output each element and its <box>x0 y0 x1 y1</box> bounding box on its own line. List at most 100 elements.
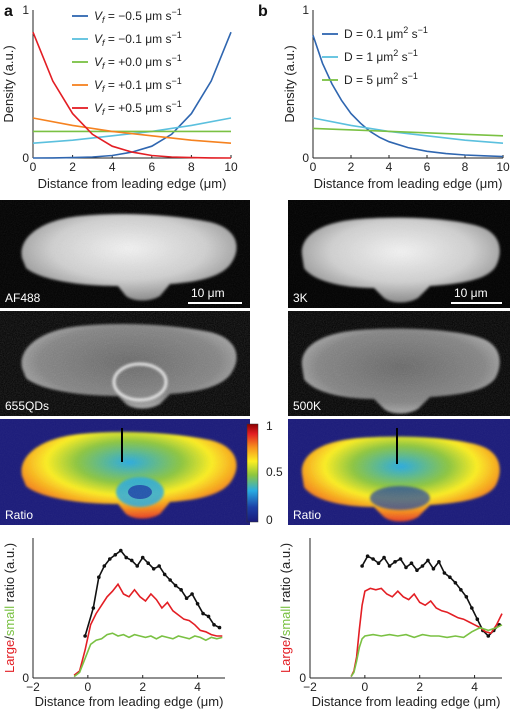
data-point <box>459 588 463 592</box>
y-tick-label: 0 <box>302 151 309 165</box>
x-tick-label: 8 <box>188 160 195 174</box>
image-d-ratio: Ratio <box>288 419 510 525</box>
image-d-500k: 500K <box>288 311 510 416</box>
data-point <box>190 592 194 596</box>
series-line-black <box>361 555 500 638</box>
data-point <box>393 560 397 564</box>
legend-entry: D = 5 μm2 s−1 <box>322 71 418 87</box>
data-point <box>448 575 452 579</box>
data-point <box>83 634 87 638</box>
data-point <box>475 617 480 621</box>
legend-label: D = 0.1 μm2 s−1 <box>344 25 428 41</box>
image-label-655qds: 655QDs <box>5 399 49 413</box>
series-line-red <box>350 587 503 677</box>
data-point <box>382 555 386 560</box>
series-line-d-5-m-s- <box>312 127 504 137</box>
data-point <box>453 581 458 585</box>
colorbar-tick-1: 1 <box>266 419 273 433</box>
x-axis-label: Distance from leading edge (μm) <box>35 694 224 709</box>
x-tick-label: −2 <box>303 680 317 694</box>
image-c-af488: 10 μm AF488 <box>0 200 250 308</box>
x-axis-label: Distance from leading edge (μm) <box>314 176 503 191</box>
y-axis-label: Density (a.u.) <box>1 45 16 122</box>
y-axis-label: Large/small ratio (a.u.) <box>2 543 17 673</box>
legend-entry: Vf = +0.5 μm s−1 <box>72 99 182 117</box>
data-point <box>387 564 392 568</box>
x-axis-label: Distance from leading edge (μm) <box>38 176 227 191</box>
data-point <box>470 606 474 610</box>
y-axis-label: Large/small ratio (a.u.) <box>278 543 293 673</box>
x-tick-label: 4 <box>109 160 116 174</box>
x-tick-label: 4 <box>386 160 393 174</box>
x-tick-label: −2 <box>26 680 40 694</box>
legend-entry: D = 1 μm2 s−1 <box>322 48 418 64</box>
data-point <box>157 564 161 568</box>
scale-bar-label-d: 10 μm <box>454 286 488 300</box>
legend-label: D = 5 μm2 s−1 <box>344 71 418 87</box>
series-line-red <box>73 582 223 676</box>
data-point <box>212 623 216 627</box>
series-line-v-f-0-5-m-s- <box>32 31 232 159</box>
colorbar: 1 0.5 0 <box>246 419 283 527</box>
y-tick-label: 0 <box>22 151 29 165</box>
data-point <box>415 568 419 572</box>
legend-label: D = 1 μm2 s−1 <box>344 48 418 64</box>
data-point <box>108 557 112 561</box>
data-point <box>486 634 491 638</box>
x-tick-label: 4 <box>194 680 201 694</box>
image-label-af488: AF488 <box>5 291 41 305</box>
data-point <box>195 602 200 606</box>
legend-entry: Vf = −0.5 μm s−1 <box>72 7 182 25</box>
x-tick-label: 4 <box>471 680 478 694</box>
data-point <box>124 555 129 560</box>
data-point <box>135 564 140 568</box>
data-point <box>201 611 205 616</box>
data-point <box>365 554 370 558</box>
data-point <box>398 557 403 561</box>
x-axis-label: Distance from leading edge (μm) <box>312 694 501 709</box>
x-tick-label: 2 <box>416 680 423 694</box>
data-point <box>102 564 107 568</box>
x-tick-label: 0 <box>362 680 369 694</box>
image-label-3k: 3K <box>293 291 308 305</box>
data-point <box>146 561 150 565</box>
data-point <box>140 555 145 560</box>
data-point <box>431 567 436 571</box>
y-tick-label: 1 <box>302 3 309 17</box>
legend-entry: Vf = +0.1 μm s−1 <box>72 76 182 94</box>
x-tick-label: 10 <box>224 160 238 174</box>
y-tick-label: 1 <box>22 3 29 17</box>
x-tick-label: 0 <box>30 160 37 174</box>
data-point <box>113 553 118 557</box>
chart-a: 0 2 4 6 8 10 0 1 Distance from leading edge (μm)… <box>1 3 238 191</box>
data-point <box>173 583 178 588</box>
x-tick-label: 0 <box>85 680 92 694</box>
panel-letter-b: b <box>258 3 268 20</box>
image-c-655qds: 655QDs <box>0 311 250 416</box>
legend-label: Vf = −0.5 μm s−1 <box>94 7 182 25</box>
data-point <box>376 561 381 565</box>
data-point <box>206 614 211 619</box>
x-tick-label: 10 <box>496 160 510 174</box>
series-line-v-f-0-1-m-s- <box>32 117 232 144</box>
series-line-d-1-m-s- <box>312 117 504 144</box>
data-point <box>437 560 441 564</box>
series-line-green <box>350 624 503 678</box>
image-d-3k: 10 μm 3K <box>288 200 510 308</box>
x-tick-label: 0 <box>310 160 317 174</box>
image-label-ratio-d: Ratio <box>293 508 321 522</box>
data-point <box>118 548 123 553</box>
chart-b: 0 2 4 6 8 10 0 1 Distance from leading edge (μm)… <box>282 3 510 191</box>
y-tick-label: 0 <box>299 671 306 685</box>
scale-bar-label-c: 10 μm <box>191 286 225 300</box>
series-line-d-0-1-m-s- <box>312 34 504 158</box>
series-line-black <box>84 549 220 637</box>
data-point <box>442 571 447 575</box>
data-point <box>409 561 414 565</box>
data-point <box>129 558 134 563</box>
legend-entry: Vf = +0.0 μm s−1 <box>72 53 182 71</box>
data-point <box>162 572 167 577</box>
x-tick-label: 2 <box>69 160 76 174</box>
